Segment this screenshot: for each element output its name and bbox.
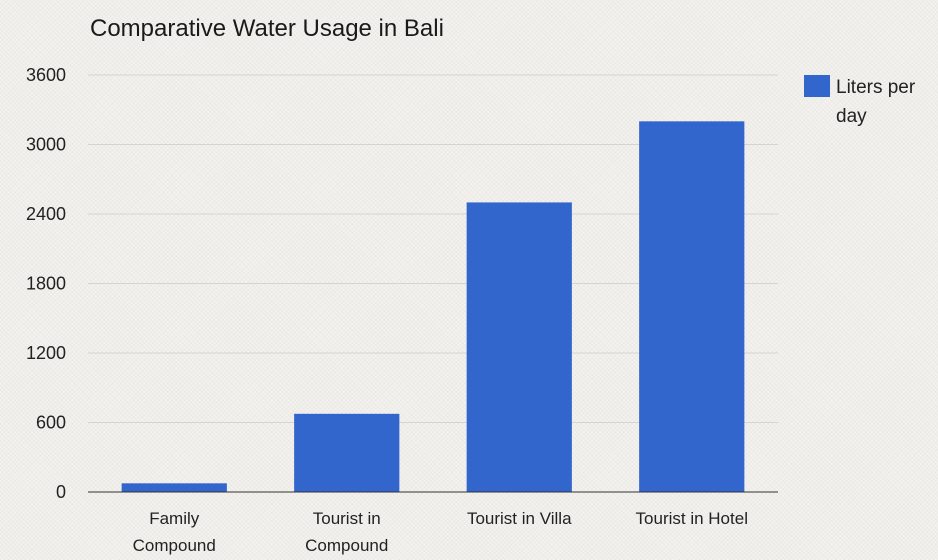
legend: Liters per day: [804, 75, 916, 127]
x-axis-category-labels: Family Compound Tourist in Compound Tourist …: [88, 491, 778, 555]
x-category-label: Tourist in Villa: [467, 509, 572, 528]
bar: [639, 121, 745, 492]
bar: [466, 202, 572, 492]
y-tick-label: 3600: [26, 65, 66, 85]
bar: [121, 483, 227, 492]
y-tick-label: 1200: [26, 343, 66, 363]
y-tick-label: 600: [36, 413, 66, 433]
bars: [121, 121, 745, 492]
y-tick-label: 2400: [26, 204, 66, 224]
x-category-label: Compound: [305, 536, 388, 555]
y-tick-label: 3000: [26, 135, 66, 155]
y-tick-label: 0: [56, 482, 66, 502]
x-category-label: Tourist in: [313, 509, 381, 528]
legend-label: day: [836, 106, 867, 127]
bar: [294, 413, 400, 492]
x-category-label: Compound: [133, 536, 216, 555]
legend-swatch: [804, 75, 830, 97]
x-category-label: Tourist in Hotel: [636, 509, 748, 528]
chart-title: Comparative Water Usage in Bali: [90, 15, 444, 42]
y-axis-tick-labels: 0 600 1200 1800 2400 3000 3600: [26, 65, 66, 502]
x-category-label: Family: [149, 509, 200, 528]
legend-label: Liters per: [836, 77, 916, 98]
y-tick-label: 1800: [26, 274, 66, 294]
